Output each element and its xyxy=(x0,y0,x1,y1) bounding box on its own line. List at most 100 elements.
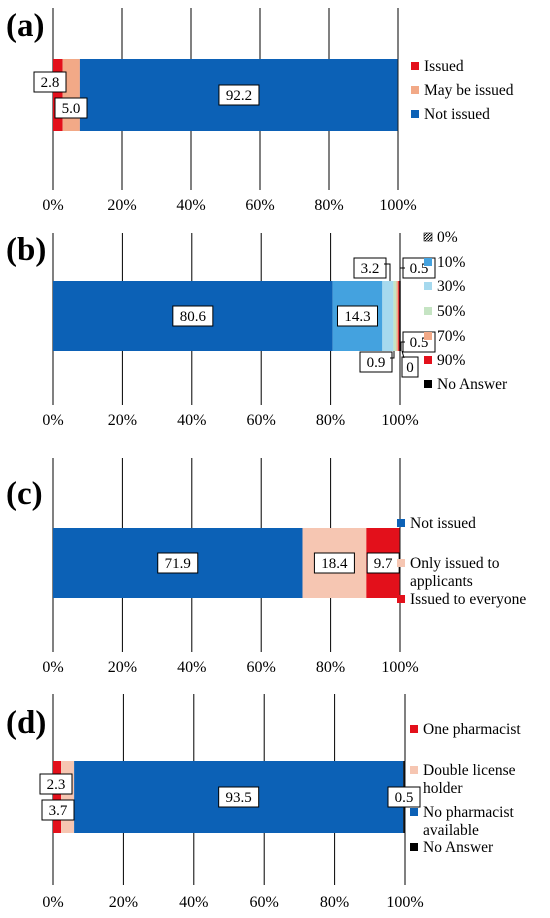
leader-line xyxy=(401,350,405,359)
data-label-box xyxy=(387,786,421,808)
data-label-box xyxy=(353,257,387,279)
legend-swatch xyxy=(423,232,433,242)
data-label: 14.3 xyxy=(344,309,370,325)
data-label-box xyxy=(218,84,260,106)
data-label-box xyxy=(313,552,355,574)
legend-label: One pharmacist xyxy=(423,721,521,738)
bar-segment xyxy=(393,281,397,351)
leader-line xyxy=(400,341,405,351)
legend-swatch xyxy=(397,595,405,603)
x-tick-label: 80% xyxy=(320,894,349,911)
x-tick-label: 20% xyxy=(108,412,137,429)
legend-label: 0% xyxy=(437,229,458,246)
bar-segment xyxy=(61,761,75,833)
panel-b: (b) 0% 20% 40% 60% 80% 100% 80.6 14.3 3.2 0.9 0.5 0.… xyxy=(6,229,508,429)
x-tick-label: 80% xyxy=(314,197,343,214)
legend-label: Double license holder xyxy=(423,762,516,797)
legend-label: Only issued to applicants xyxy=(410,555,500,590)
legend-swatch xyxy=(424,282,432,290)
data-label-box xyxy=(172,305,214,327)
panel-d: (d) 0% 20% 40% 60% 80% 100% 2.3 3.7 93.5 0.5 One ph… xyxy=(6,694,521,911)
data-label: 80.6 xyxy=(180,309,207,325)
data-label: 18.4 xyxy=(321,556,348,572)
x-tick-label: 80% xyxy=(316,412,345,429)
legend-swatch xyxy=(411,86,419,94)
x-tick-label: 100% xyxy=(381,659,418,676)
panel-label: (b) xyxy=(6,232,46,268)
data-label: 0 xyxy=(406,360,414,376)
panel-label: (d) xyxy=(6,705,46,741)
x-tick-label: 60% xyxy=(250,894,279,911)
legend-swatch xyxy=(424,380,432,388)
legend-label: Issued to everyone xyxy=(410,591,526,608)
legend-label: 10% xyxy=(437,254,466,271)
legend-swatch xyxy=(410,808,418,816)
data-label-box xyxy=(401,356,419,378)
data-label: 71.9 xyxy=(165,556,191,572)
x-tick-label: 100% xyxy=(386,894,423,911)
x-tick-label: 0% xyxy=(42,894,63,911)
panel-a: (a) 0% 20% 40% 60% 80% 100% 2.85.0 92.2 Issued May… xyxy=(6,8,514,214)
legend-swatch xyxy=(424,356,432,364)
legend-swatch xyxy=(410,843,418,851)
leader-line xyxy=(399,267,405,281)
data-label-box xyxy=(39,773,73,795)
legend-swatch xyxy=(411,62,419,70)
legend-swatch xyxy=(410,766,418,774)
legend-label: May be issued xyxy=(424,82,514,99)
leader-line xyxy=(384,263,391,281)
legend-swatch xyxy=(424,307,432,315)
legend-swatch xyxy=(397,559,405,567)
data-label: 0.5 xyxy=(410,335,429,351)
data-label: 2.8 xyxy=(41,75,60,91)
panel-label: (a) xyxy=(6,8,44,44)
legend-label: 70% xyxy=(437,328,466,345)
bar-segment xyxy=(62,59,80,131)
legend-swatch xyxy=(411,110,419,118)
data-label: 0.5 xyxy=(410,261,429,277)
legend-swatch xyxy=(410,725,418,733)
legend-swatch xyxy=(424,332,432,340)
data-label-box xyxy=(336,305,378,327)
data-label: 3.2 xyxy=(361,261,380,277)
x-tick-label: 0% xyxy=(42,659,63,676)
data-label-box xyxy=(359,351,393,373)
bar-segment xyxy=(53,59,63,131)
x-tick-label: 40% xyxy=(179,894,208,911)
x-tick-label: 60% xyxy=(245,197,274,214)
bar-segment xyxy=(398,281,400,351)
x-tick-label: 0% xyxy=(42,197,63,214)
legend-label: No Answer xyxy=(437,376,508,393)
bar-segment xyxy=(396,281,399,351)
bar-segment xyxy=(382,281,394,351)
x-tick-label: 80% xyxy=(316,659,345,676)
data-label: 92.2 xyxy=(226,88,252,104)
x-tick-label: 60% xyxy=(247,659,276,676)
legend-label: Issued xyxy=(424,58,464,75)
x-tick-label: 100% xyxy=(381,412,418,429)
data-label-box xyxy=(54,97,88,119)
legend-label: 30% xyxy=(437,278,466,295)
legend-label: No pharmacist available xyxy=(423,804,515,839)
data-label: 0.9 xyxy=(367,355,386,371)
legend-label: 50% xyxy=(437,303,466,320)
data-label: 5.0 xyxy=(62,101,81,117)
legend-swatch xyxy=(424,258,432,266)
data-label: 3.7 xyxy=(49,803,68,819)
leader-line xyxy=(390,351,395,359)
data-label: 9.7 xyxy=(374,556,393,572)
x-tick-label: 40% xyxy=(177,659,206,676)
data-label-box xyxy=(218,786,260,808)
panel-c: (c) 0% 20% 40% 60% 80% 100% 71.9 18.4 9.7 Not issu… xyxy=(6,458,526,676)
x-tick-label: 20% xyxy=(108,659,137,676)
x-tick-label: 60% xyxy=(247,412,276,429)
legend-label: Not issued xyxy=(424,106,490,123)
panel-label: (c) xyxy=(6,476,43,512)
x-tick-label: 40% xyxy=(177,412,206,429)
legend-label: Not issued xyxy=(410,515,476,532)
data-label-box xyxy=(41,799,75,821)
data-label: 2.3 xyxy=(47,777,66,793)
data-label-box xyxy=(33,71,67,93)
data-label: 93.5 xyxy=(226,790,252,806)
